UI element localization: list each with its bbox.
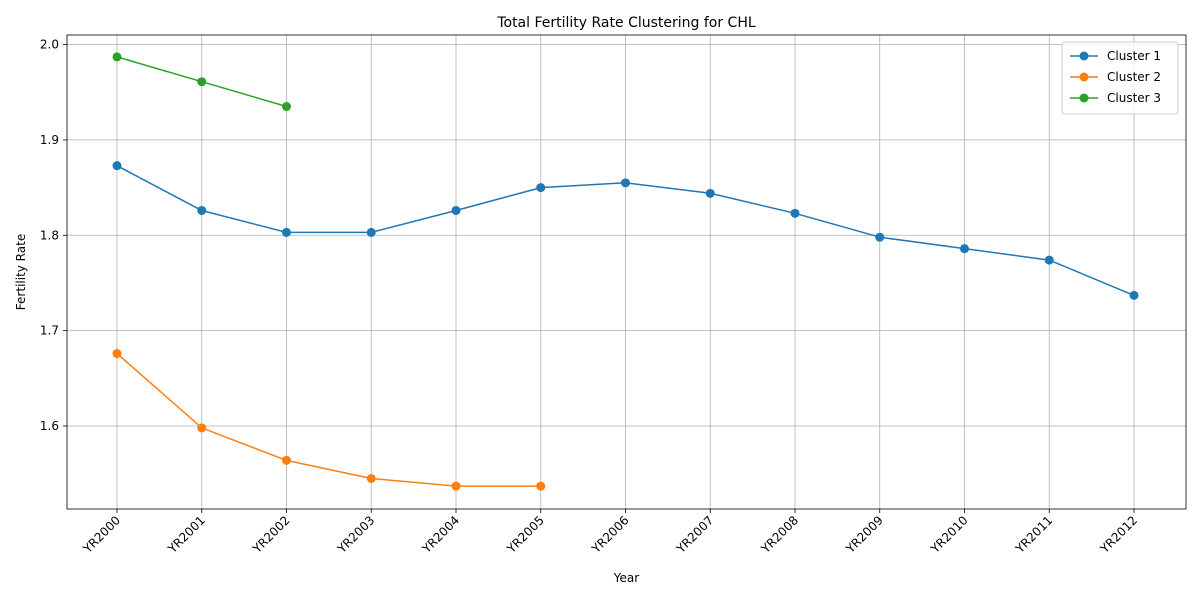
data-point	[112, 349, 122, 359]
data-point	[366, 473, 376, 483]
legend-item: Cluster 2	[1070, 70, 1161, 84]
legend-marker	[1079, 93, 1089, 103]
legend-marker	[1079, 51, 1089, 61]
data-point	[1129, 290, 1139, 300]
data-point	[282, 455, 291, 465]
data-point	[621, 178, 630, 188]
y-tick-label: 2.0	[40, 38, 59, 52]
legend: Cluster 1 Cluster 2 Cluster 3	[1061, 41, 1179, 115]
x-axis-label: Year	[613, 571, 639, 585]
legend-marker	[1079, 72, 1089, 82]
data-point	[197, 77, 207, 87]
y-tick-label: 1.8	[40, 228, 59, 242]
data-point	[112, 161, 122, 171]
data-point	[112, 52, 122, 62]
y-axis: 1.6 1.7 1.8 1.9 2.0	[40, 38, 67, 433]
y-axis-label: Fertility Rate	[14, 234, 28, 310]
series-group	[112, 52, 1139, 491]
data-point	[1044, 255, 1054, 265]
y-tick-label: 1.9	[40, 133, 59, 147]
legend-item: Cluster 1	[1070, 49, 1161, 63]
data-point	[451, 205, 461, 215]
series-line	[116, 352, 541, 487]
chart-title: Total Fertility Rate Clustering for CHL	[496, 15, 756, 31]
data-point	[282, 227, 291, 237]
data-point	[536, 481, 546, 491]
data-point	[197, 423, 207, 433]
y-tick-label: 1.6	[40, 419, 59, 433]
legend-label: Cluster 1	[1107, 49, 1161, 63]
series-2	[112, 349, 546, 491]
data-point	[536, 183, 546, 193]
data-point	[366, 227, 376, 237]
data-point	[282, 102, 291, 112]
data-point	[197, 205, 207, 215]
data-point	[705, 188, 715, 198]
data-point	[875, 232, 885, 242]
grid	[67, 35, 1186, 509]
legend-box	[1061, 41, 1179, 115]
legend-label: Cluster 2	[1107, 70, 1161, 84]
data-point	[451, 481, 461, 491]
series-3	[112, 52, 291, 112]
data-point	[960, 244, 969, 254]
series-1	[112, 161, 1139, 300]
y-tick-label: 1.7	[40, 324, 59, 338]
legend-item: Cluster 3	[1070, 91, 1161, 105]
legend-label: Cluster 3	[1107, 91, 1161, 105]
data-point	[790, 208, 800, 218]
plot-area-frame	[66, 34, 1187, 510]
